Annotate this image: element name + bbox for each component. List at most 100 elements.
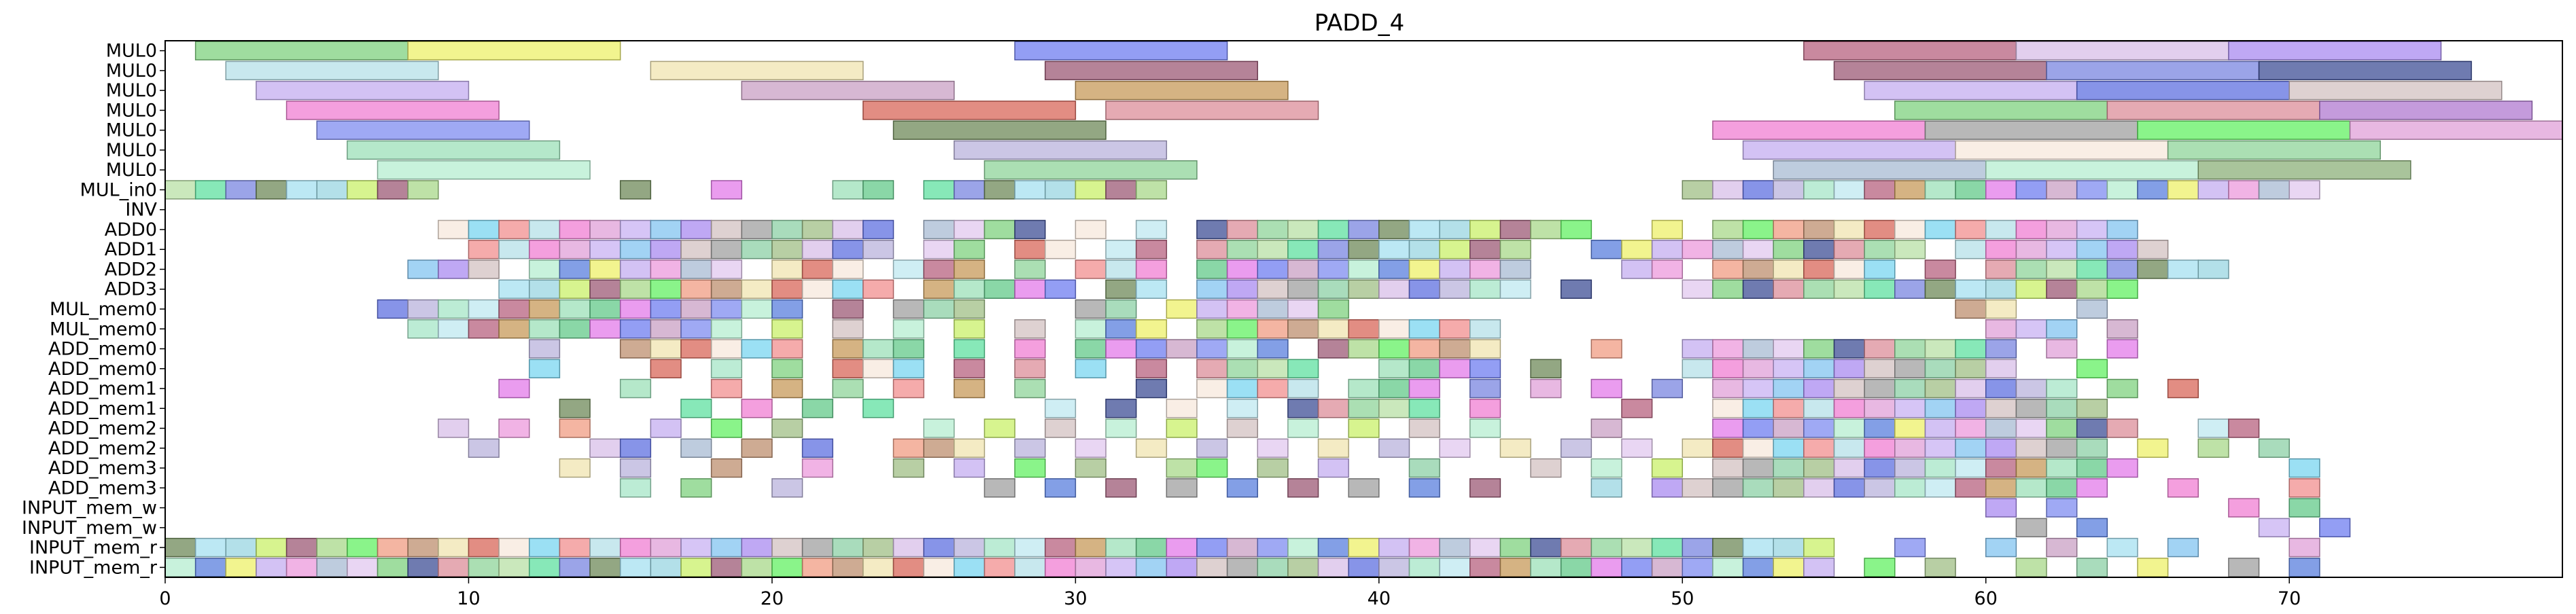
gantt-cell-r15-36: [1257, 339, 1289, 359]
gantt-cell-r9-25: [923, 219, 955, 240]
gantt-cell-r11-49: [1651, 259, 1684, 279]
gantt-cell-r9-62: [2046, 219, 2078, 240]
ytick-label: ADD_mem3: [48, 458, 157, 479]
ytick-label: MUL0: [106, 60, 157, 82]
gantt-cell-r25-57: [1894, 537, 1926, 558]
gantt-bar-12: [256, 80, 470, 101]
gantt-cell-r26-34: [1196, 558, 1228, 577]
gantt-cell-r9-44: [1499, 219, 1531, 240]
gantt-cell-r10-36: [1257, 240, 1289, 259]
gantt-cell-r18-31: [1105, 399, 1137, 418]
gantt-cell-r14-13: [559, 319, 591, 339]
gantt-cell-r15-20: [771, 339, 803, 359]
gantt-cell-r18-37: [1287, 399, 1319, 418]
gantt-cell-r25-62: [2046, 537, 2078, 558]
gantt-bar-4: [2015, 41, 2229, 60]
gantt-cell-r9-37: [1287, 219, 1319, 240]
gantt-cell-r15-16: [650, 339, 682, 359]
gantt-cell-r25-15: [619, 537, 652, 558]
gantt-cell-r21-56: [1864, 458, 1896, 478]
gantt-cell-r25-11: [498, 537, 530, 558]
gantt-bar-34: [2167, 140, 2381, 160]
gantt-cell-r16-32: [1135, 359, 1168, 378]
gantt-cell-r19-55: [1833, 418, 1865, 438]
gantt-cell-r12-57: [1894, 279, 1926, 299]
gantt-cell-r26-20: [771, 558, 803, 577]
gantt-cell-r10-20: [771, 240, 803, 259]
gantt-cell-r16-56: [1864, 359, 1896, 378]
gantt-cell-r16-52: [1742, 359, 1774, 378]
gantt-cell-r12-11: [498, 279, 530, 299]
gantt-cell-r15-33: [1166, 339, 1198, 359]
gantt-cell-r11-65: [2137, 259, 2169, 279]
gantt-cell-r21-36: [1257, 458, 1289, 478]
gantt-cell-r9-56: [1864, 219, 1896, 240]
gantt-cell-r21-60: [1985, 458, 2017, 478]
gantt-cell-r16-28: [1014, 359, 1046, 378]
gantt-cell-r21-70: [2288, 458, 2320, 478]
gantt-cell-r17-57: [1894, 378, 1926, 399]
gantt-cell-r10-32: [1135, 240, 1168, 259]
gantt-cell-r9-12: [528, 219, 561, 240]
gantt-cell-r20-15: [619, 438, 652, 458]
gantt-cell-r14-42: [1439, 319, 1471, 339]
gantt-cell-r15-57: [1894, 339, 1926, 359]
gantt-cell-r13-37: [1287, 299, 1319, 319]
gantt-cell-r12-46: [1560, 279, 1592, 299]
gantt-bar-22: [2106, 101, 2320, 120]
gantt-cell-r7-62: [2046, 180, 2078, 200]
gantt-cell-r7-53: [1773, 180, 1805, 200]
gantt-cell-r12-41: [1408, 279, 1440, 299]
gantt-cell-r15-17: [680, 339, 712, 359]
ytick-label: ADD_mem1: [48, 378, 157, 399]
gantt-cell-r25-5: [316, 537, 348, 558]
gantt-bar-2: [1014, 41, 1228, 60]
ytick-label: ADD_mem1: [48, 398, 157, 419]
gantt-cell-r16-37: [1287, 359, 1319, 378]
gantt-cell-r10-51: [1712, 240, 1744, 259]
gantt-cell-r26-13: [559, 558, 591, 577]
gantt-cell-r13-36: [1257, 299, 1289, 319]
gantt-cell-r22-58: [1924, 478, 1956, 498]
gantt-cell-r11-9: [438, 259, 470, 279]
gantt-cell-r26-37: [1287, 558, 1319, 577]
gantt-cell-r9-21: [801, 219, 833, 240]
gantt-cell-r9-36: [1257, 219, 1289, 240]
xtick-label: 30: [1064, 588, 1087, 609]
gantt-cell-r22-59: [1955, 478, 1987, 498]
gantt-cell-r10-50: [1682, 240, 1713, 259]
gantt-cell-r9-34: [1196, 219, 1228, 240]
gantt-cell-r25-70: [2288, 537, 2320, 558]
gantt-cell-r12-26: [954, 279, 986, 299]
gantt-cell-r13-33: [1166, 299, 1198, 319]
gantt-cell-r15-26: [954, 339, 986, 359]
gantt-cell-r20-34: [1196, 438, 1228, 458]
gantt-cell-r12-12: [528, 279, 561, 299]
gantt-cell-r13-10: [468, 299, 500, 319]
gantt-cell-r19-31: [1105, 418, 1137, 438]
gantt-cell-r21-21: [801, 458, 833, 478]
gantt-cell-r14-10: [468, 319, 500, 339]
ytick-label: ADD3: [105, 279, 157, 300]
gantt-cell-r25-0: [164, 537, 196, 558]
gantt-cell-r19-37: [1287, 418, 1319, 438]
gantt-cell-r11-25: [923, 259, 955, 279]
gantt-cell-r21-49: [1651, 458, 1684, 478]
gantt-cell-r25-29: [1044, 537, 1077, 558]
ytick-label: ADD_mem0: [48, 339, 157, 360]
gantt-cell-r21-38: [1317, 458, 1349, 478]
gantt-cell-r7-58: [1924, 180, 1956, 200]
gantt-cell-r18-51: [1712, 399, 1744, 418]
gantt-cell-r10-52: [1742, 240, 1774, 259]
gantt-cell-r14-32: [1135, 319, 1168, 339]
gantt-cell-r19-13: [559, 418, 591, 438]
gantt-cell-r12-50: [1682, 279, 1713, 299]
gantt-cell-r13-12: [528, 299, 561, 319]
gantt-cell-r11-51: [1712, 259, 1744, 279]
gantt-cell-r26-10: [468, 558, 500, 577]
gantt-cell-r10-42: [1439, 240, 1471, 259]
gantt-cell-r17-28: [1014, 378, 1046, 399]
gantt-cell-r7-7: [377, 180, 408, 200]
